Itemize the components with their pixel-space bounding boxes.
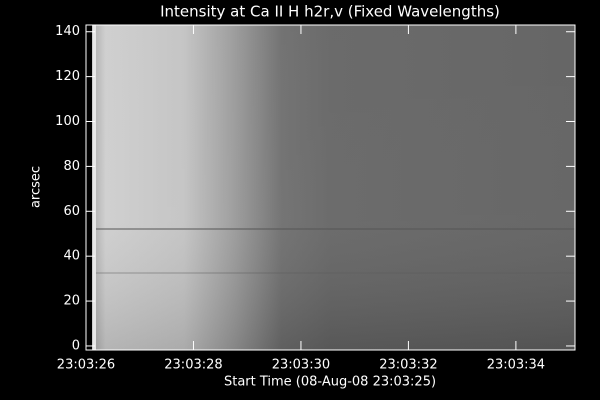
- plot-frame: [85, 24, 576, 351]
- y-tick-label: 20: [63, 294, 80, 309]
- y-tick-label: 140: [55, 24, 80, 39]
- y-tick-label: 40: [63, 249, 80, 264]
- intensity-image: [86, 25, 575, 350]
- y-tick-label: 60: [63, 204, 80, 219]
- x-axis-label: Start Time (08-Aug-08 23:03:25): [224, 375, 436, 390]
- x-tick-label: 23:03:30: [272, 358, 330, 373]
- x-tick-label: 23:03:32: [379, 358, 437, 373]
- chart-title: Intensity at Ca II H h2r,v (Fixed Wavele…: [160, 3, 500, 21]
- x-tick-label: 23:03:26: [57, 358, 115, 373]
- x-tick-label: 23:03:28: [164, 358, 222, 373]
- x-tick-label: 23:03:34: [487, 358, 545, 373]
- y-tick-label: 80: [63, 159, 80, 174]
- image-shade: [96, 25, 575, 350]
- y-axis-label: arcsec: [29, 166, 44, 208]
- y-tick-label: 0: [72, 338, 80, 353]
- y-tick-label: 120: [55, 69, 80, 84]
- y-tick-label: 100: [55, 114, 80, 129]
